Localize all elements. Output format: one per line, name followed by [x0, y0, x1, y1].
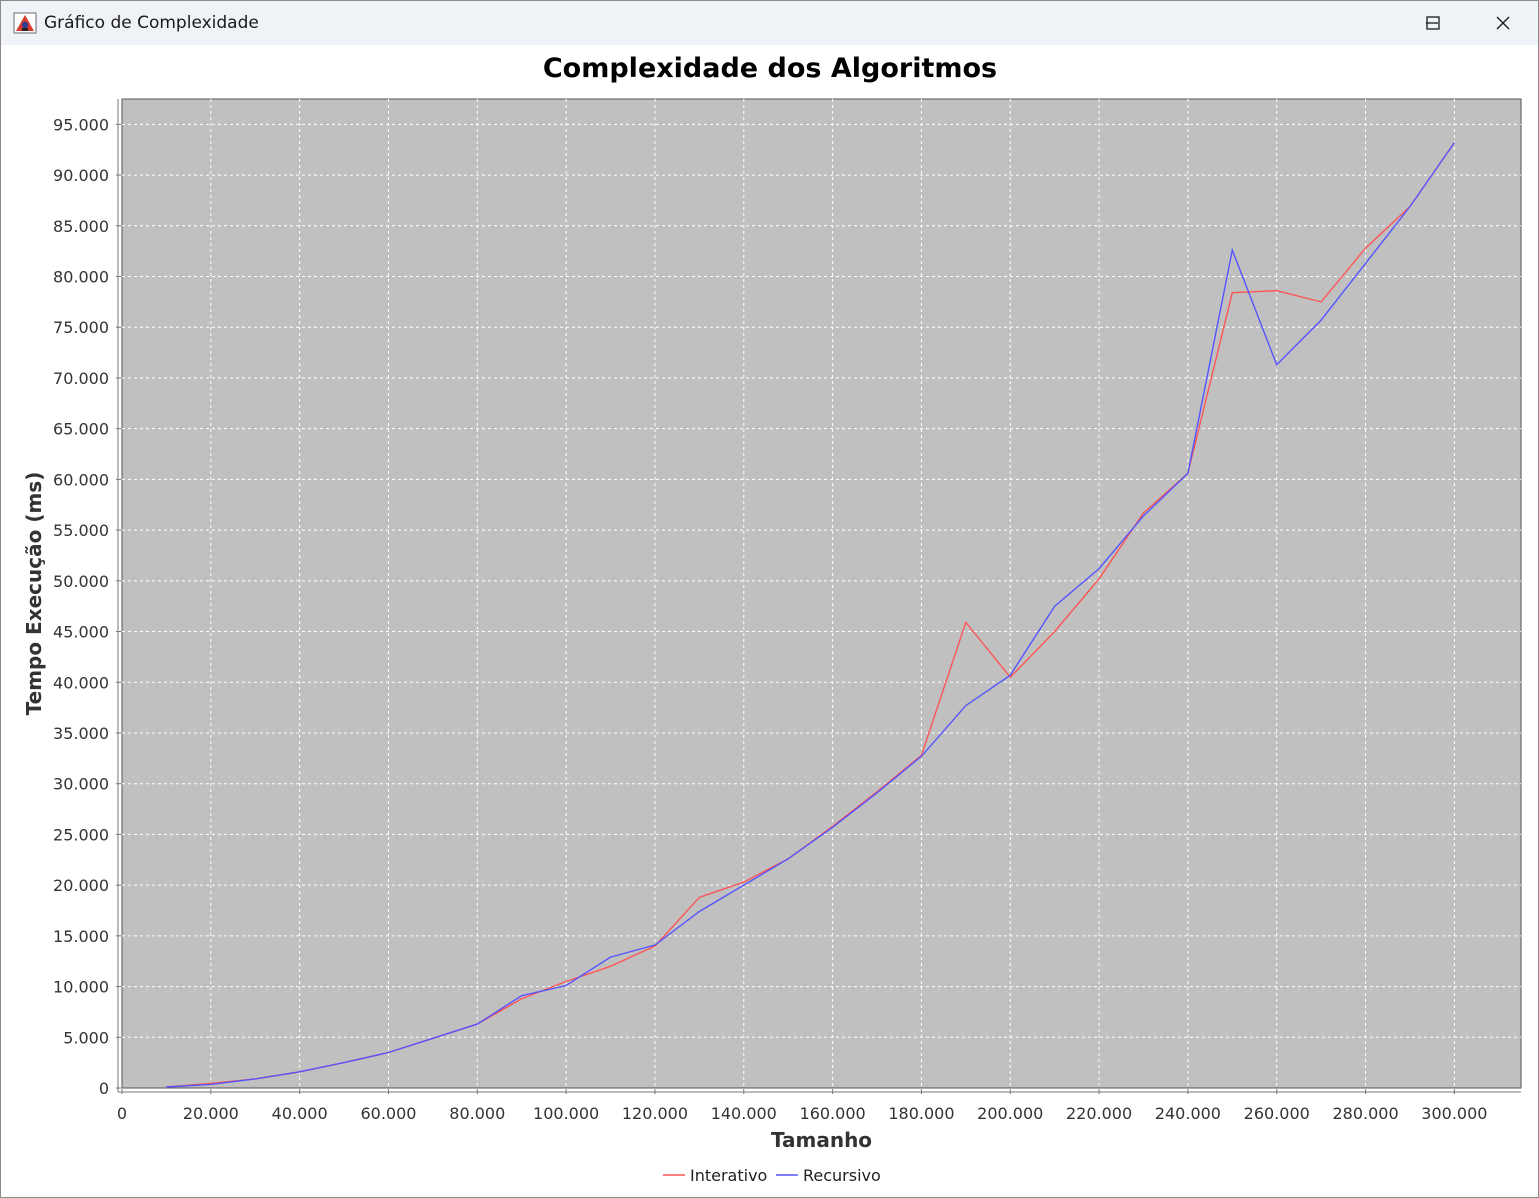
y-tick-label: 85.000: [53, 217, 109, 236]
y-axis-label: Tempo Execução (ms): [22, 472, 46, 716]
x-tick-label: 140.000: [711, 1104, 777, 1123]
chart-title: Complexidade dos Algoritmos: [543, 53, 997, 84]
legend-label-interativo: Interativo: [690, 1166, 767, 1185]
window-title: Gráfico de Complexidade: [44, 13, 259, 33]
x-tick-label: 240.000: [1155, 1104, 1221, 1123]
series-line-recursivo: [166, 142, 1455, 1088]
legend: Interativo Recursivo: [663, 1166, 881, 1185]
y-tick-label: 35.000: [53, 724, 109, 743]
x-tick-label: 80.000: [449, 1104, 505, 1123]
y-tick-label: 95.000: [53, 115, 109, 134]
x-axis-label: Tamanho: [771, 1128, 872, 1152]
y-tick-label: 65.000: [53, 420, 109, 439]
y-tick-label: 55.000: [53, 521, 109, 540]
legend-label-recursivo: Recursivo: [803, 1166, 881, 1185]
x-tick-label: 280.000: [1332, 1104, 1398, 1123]
y-tick-label: 45.000: [53, 623, 109, 642]
y-tick-label: 70.000: [53, 369, 109, 388]
y-tick-label: 60.000: [53, 470, 109, 489]
y-tick-label: 90.000: [53, 166, 109, 185]
y-tick-label: 40.000: [53, 673, 109, 692]
y-tick-label: 75.000: [53, 318, 109, 337]
grid-lines: [122, 99, 1521, 1088]
x-tick-label: 160.000: [800, 1104, 866, 1123]
x-tick-label: 260.000: [1244, 1104, 1310, 1123]
x-tick-label: 220.000: [1066, 1104, 1132, 1123]
maximize-button[interactable]: [1398, 1, 1468, 45]
y-tick-label: 0: [99, 1079, 109, 1098]
y-tick-label: 50.000: [53, 572, 109, 591]
title-bar[interactable]: Gráfico de Complexidade: [1, 1, 1538, 45]
java-app-icon: [13, 11, 37, 35]
y-tick-label: 25.000: [53, 825, 109, 844]
x-tick-label: 20.000: [183, 1104, 239, 1123]
x-tick-label: 40.000: [272, 1104, 328, 1123]
x-tick-label: 100.000: [533, 1104, 599, 1123]
minimize-button[interactable]: [1397, 1, 1467, 45]
chart-area: Complexidade dos Algoritmos 0 20.000 40.00…: [22, 53, 1522, 1185]
x-tick-label: 300.000: [1421, 1104, 1487, 1123]
x-tick-label: 60.000: [360, 1104, 416, 1123]
axes: 0 20.000 40.000 60.000 80.000 100.000 120.000 1…: [53, 99, 1521, 1123]
close-button[interactable]: [1468, 1, 1538, 45]
x-tick-label: 120.000: [622, 1104, 688, 1123]
y-tick-label: 80.000: [53, 268, 109, 287]
x-tick-label: 180.000: [888, 1104, 954, 1123]
series-lines: [166, 142, 1455, 1088]
y-tick-label: 20.000: [53, 876, 109, 895]
x-tick-label: 200.000: [977, 1104, 1043, 1123]
y-tick-label: 30.000: [53, 775, 109, 794]
plot-area: [121, 98, 1522, 1089]
y-tick-label: 10.000: [53, 978, 109, 997]
y-tick-label: 15.000: [53, 927, 109, 946]
maximize-icon: [1426, 16, 1440, 30]
y-tick-label: 5.000: [63, 1028, 109, 1047]
minimize-icon: [1426, 22, 1438, 24]
close-icon: [1496, 16, 1510, 30]
x-tick-label: 0: [117, 1104, 127, 1123]
